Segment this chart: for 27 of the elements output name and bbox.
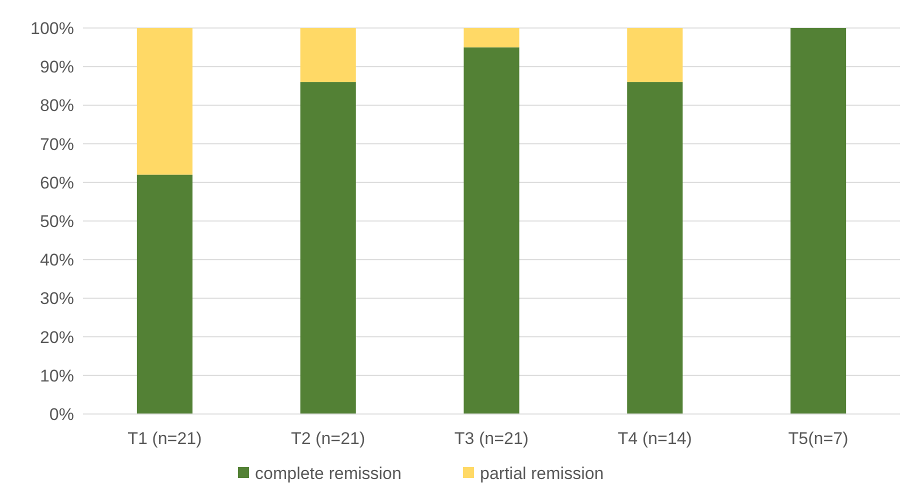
bar [627,82,683,414]
bar [136,28,192,175]
bar [464,28,520,48]
bar [627,28,683,82]
bar [300,82,356,414]
y-tick-label: 20% [40,328,74,347]
y-tick-label: 100% [30,18,74,38]
x-tick-label: T4 (n=14) [618,429,692,448]
bar [300,28,356,82]
bar [464,47,520,414]
y-tick-label: 50% [40,212,74,231]
bar [790,28,846,414]
y-tick-label: 0% [49,404,74,424]
legend-label: partial remission [480,464,604,483]
x-tick-label: T1 (n=21) [128,429,202,448]
y-tick-label: 80% [40,96,74,116]
y-tick-label: 30% [40,289,74,308]
x-tick-label: T5(n=7) [788,429,848,448]
y-tick-label: 70% [40,134,74,154]
legend-label: complete remission [255,464,402,483]
x-tick-label: T3 (n=21) [454,429,529,448]
y-tick-label: 60% [40,173,74,192]
y-tick-label: 90% [40,58,74,77]
y-tick-label: 40% [40,250,74,270]
y-tick-label: 10% [40,366,74,386]
bar [136,174,192,414]
x-tick-label: T2 (n=21) [291,429,366,448]
